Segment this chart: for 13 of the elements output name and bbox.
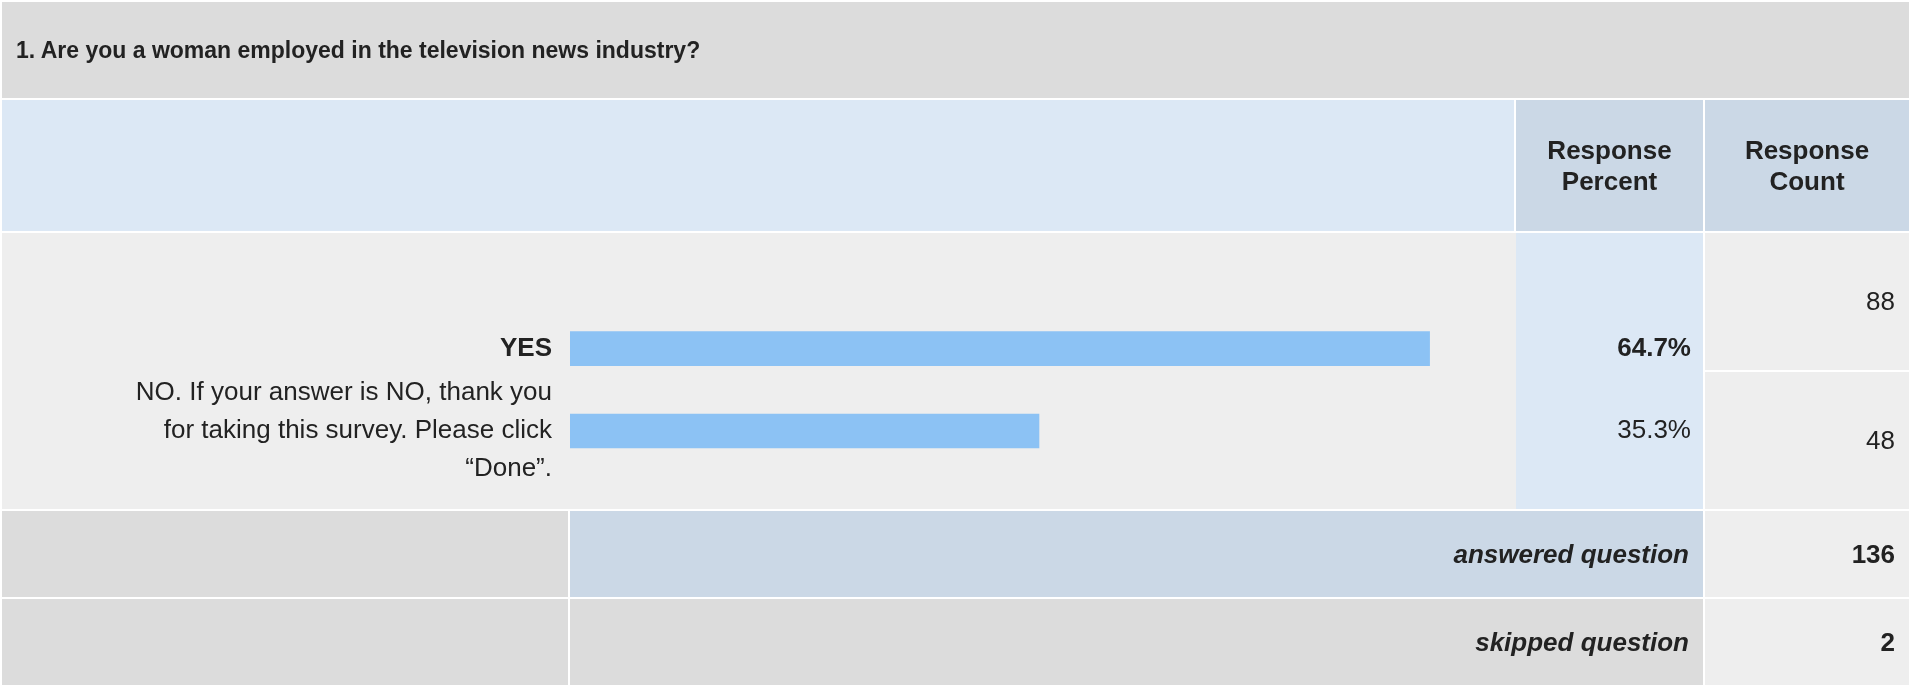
text: 1. Are you a woman employed in the television news industry? bbox=[1, 1, 1909, 99]
text: Response Count bbox=[1704, 99, 1909, 232]
y-tick-label: NO. If your answer is NO, thank you for taking this survey. Please click “Done”. bbox=[135, 376, 553, 482]
data-label: 64.7% bbox=[1617, 331, 1691, 362]
text: 136 bbox=[1704, 510, 1909, 598]
y-tick-label: YES bbox=[499, 331, 552, 362]
text: skipped question bbox=[569, 598, 1704, 685]
text: 88 bbox=[1704, 232, 1909, 371]
text: answered question bbox=[569, 510, 1704, 598]
data-label: 35.3% bbox=[1617, 414, 1691, 445]
text: 2 bbox=[1704, 598, 1909, 685]
text: Response Percent bbox=[1515, 99, 1704, 232]
text: 48 bbox=[1704, 371, 1909, 510]
